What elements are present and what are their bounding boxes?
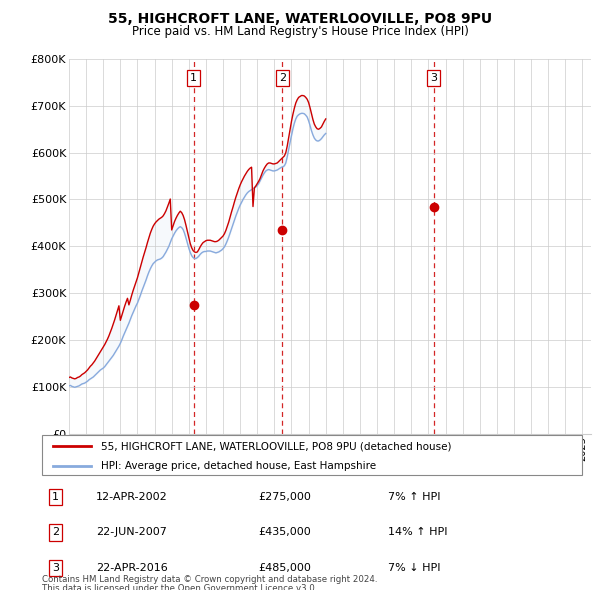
Text: £485,000: £485,000 [258,563,311,573]
Text: 3: 3 [430,73,437,83]
Text: 3: 3 [52,563,59,573]
Text: £275,000: £275,000 [258,492,311,502]
Text: HPI: Average price, detached house, East Hampshire: HPI: Average price, detached house, East… [101,461,377,471]
Text: 7% ↓ HPI: 7% ↓ HPI [388,563,440,573]
FancyBboxPatch shape [42,435,582,475]
Text: This data is licensed under the Open Government Licence v3.0.: This data is licensed under the Open Gov… [42,584,317,590]
Text: 2: 2 [279,73,286,83]
Text: Price paid vs. HM Land Registry's House Price Index (HPI): Price paid vs. HM Land Registry's House … [131,25,469,38]
Text: 55, HIGHCROFT LANE, WATERLOOVILLE, PO8 9PU: 55, HIGHCROFT LANE, WATERLOOVILLE, PO8 9… [108,12,492,26]
Text: 1: 1 [52,492,59,502]
Text: £435,000: £435,000 [258,527,311,537]
Text: 22-JUN-2007: 22-JUN-2007 [96,527,167,537]
Text: 55, HIGHCROFT LANE, WATERLOOVILLE, PO8 9PU (detached house): 55, HIGHCROFT LANE, WATERLOOVILLE, PO8 9… [101,441,452,451]
Text: 12-APR-2002: 12-APR-2002 [96,492,168,502]
Text: 7% ↑ HPI: 7% ↑ HPI [388,492,440,502]
Text: Contains HM Land Registry data © Crown copyright and database right 2024.: Contains HM Land Registry data © Crown c… [42,575,377,584]
Text: 2: 2 [52,527,59,537]
Text: 1: 1 [190,73,197,83]
Text: 22-APR-2016: 22-APR-2016 [96,563,168,573]
Text: 14% ↑ HPI: 14% ↑ HPI [388,527,447,537]
